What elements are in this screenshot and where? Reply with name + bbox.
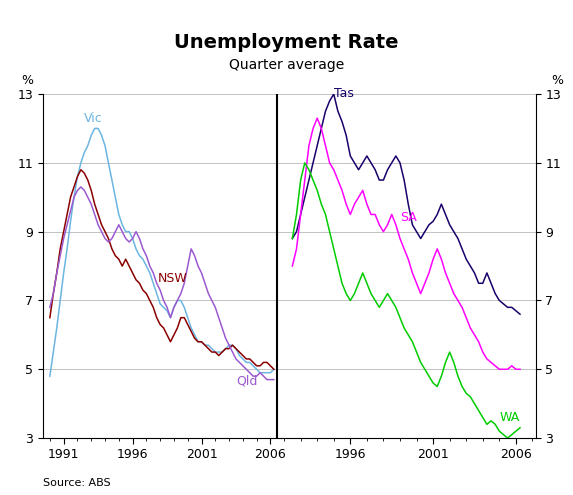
Text: Quarter average: Quarter average [229,58,344,72]
Text: NSW: NSW [158,272,187,285]
Text: SA: SA [400,211,417,224]
Text: %: % [22,74,34,87]
Text: Qld: Qld [236,375,257,388]
Text: Unemployment Rate: Unemployment Rate [174,33,399,52]
Text: %: % [551,74,563,87]
Text: Source: ABS: Source: ABS [43,478,111,488]
Text: Vic: Vic [84,111,103,125]
Text: WA: WA [499,411,520,424]
Text: Tas: Tas [333,88,354,100]
